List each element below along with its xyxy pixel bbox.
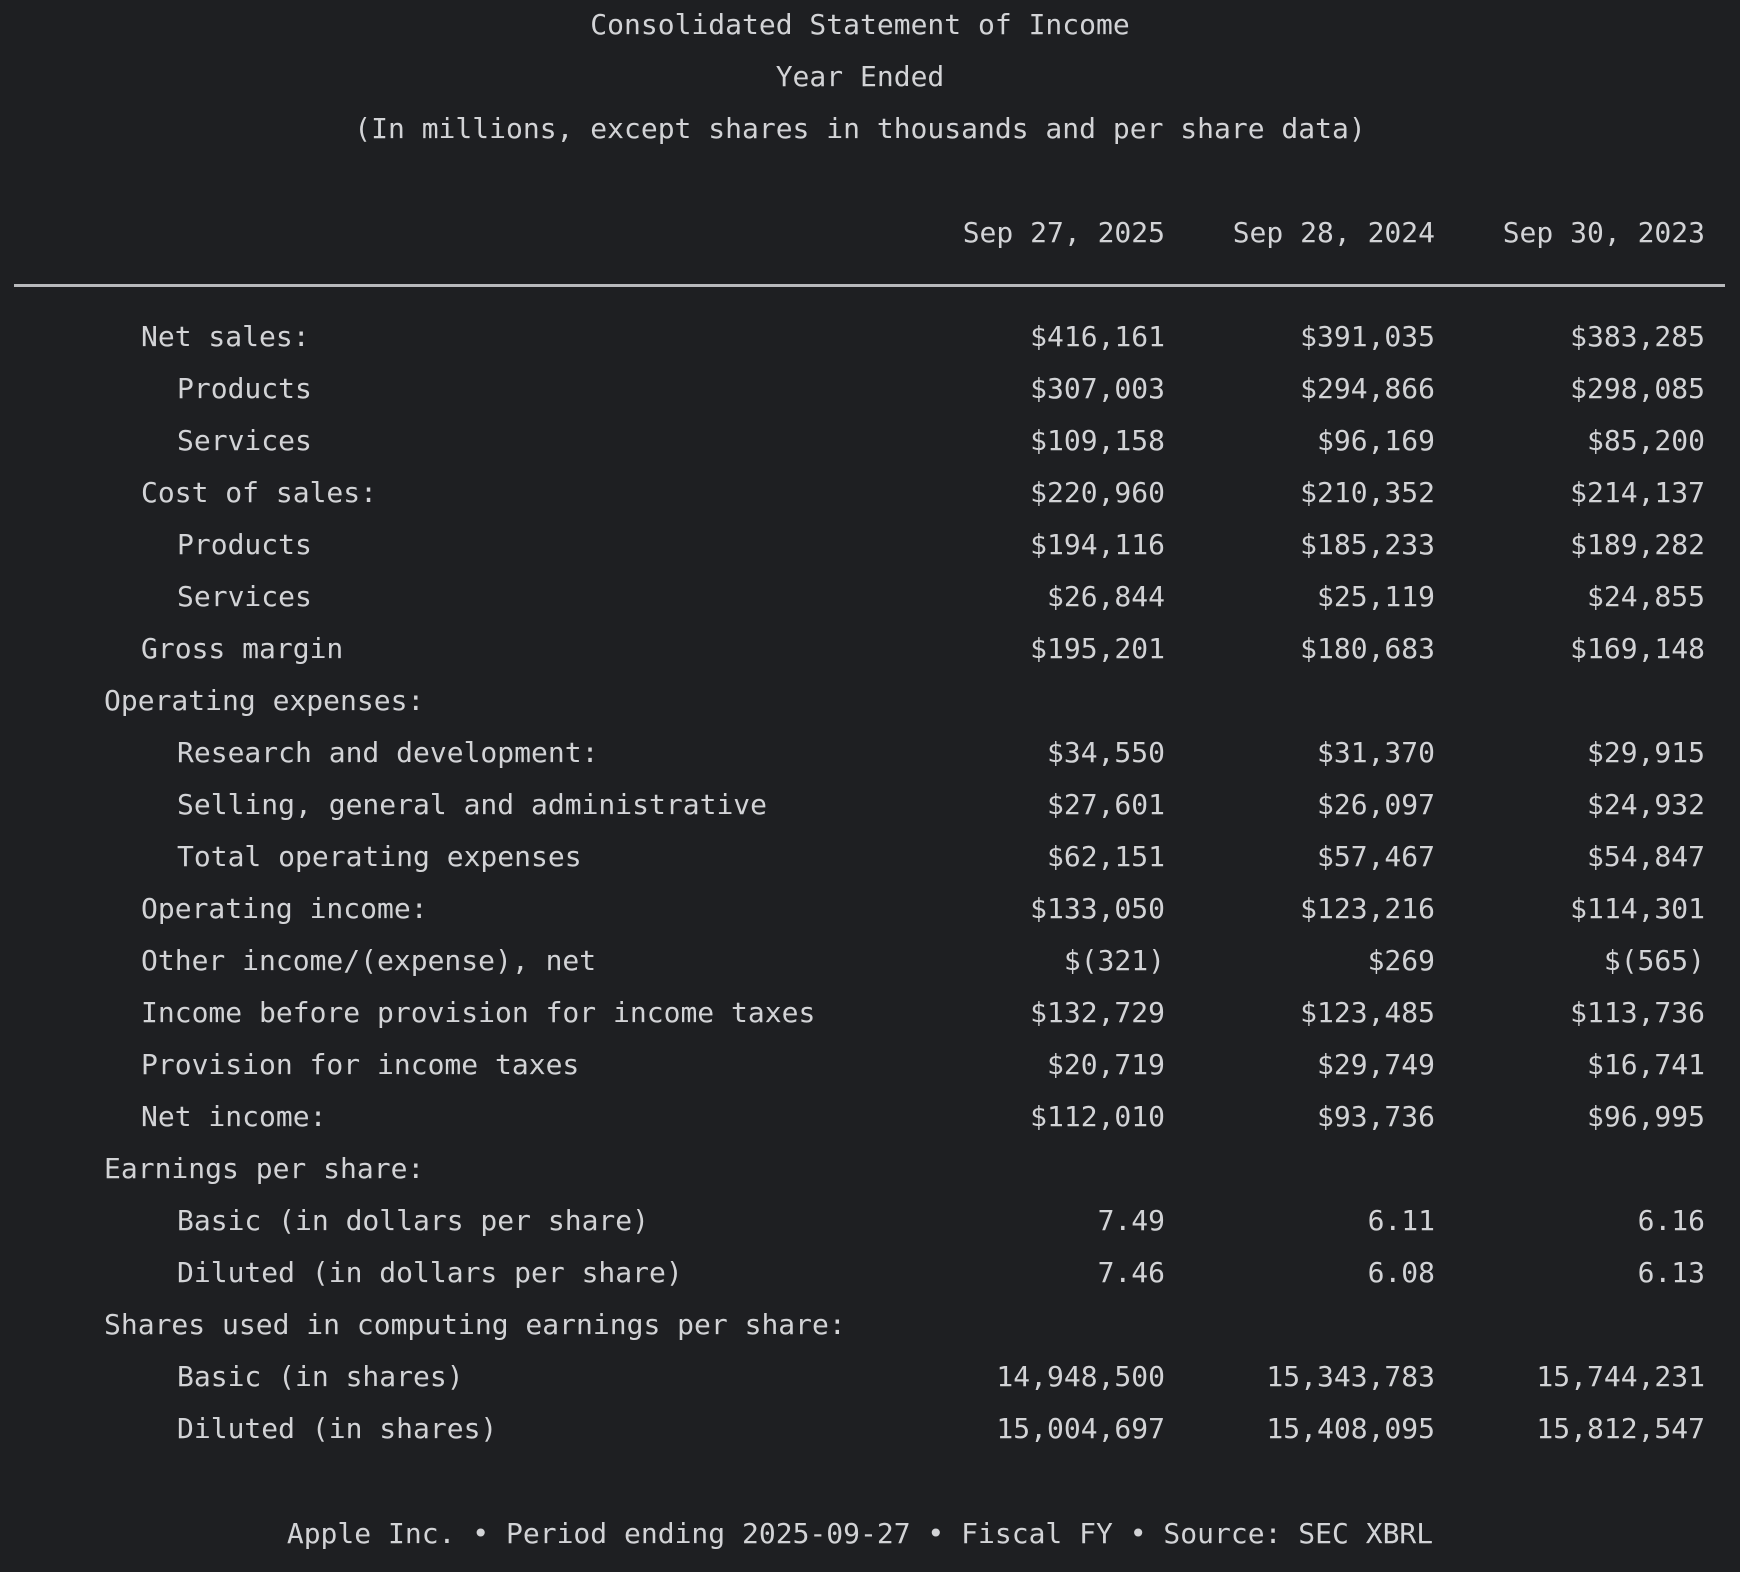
row-value: $294,866 bbox=[1300, 372, 1435, 405]
column-header: Sep 30, 2023 bbox=[1502, 216, 1705, 249]
header-divider bbox=[14, 284, 1725, 287]
row-value: $96,169 bbox=[1316, 424, 1435, 457]
row-value: $54,847 bbox=[1586, 840, 1705, 873]
row-label: Shares used in computing earnings per sh… bbox=[104, 1308, 846, 1341]
row-value: $(565) bbox=[1603, 944, 1705, 977]
row-value: 15,408,095 bbox=[1266, 1412, 1435, 1445]
statement-title: Consolidated Statement of Income bbox=[590, 8, 1130, 41]
row-value: $189,282 bbox=[1570, 528, 1705, 561]
row-label: Cost of sales: bbox=[141, 476, 378, 509]
row-value: $20,719 bbox=[1046, 1048, 1165, 1081]
statement-subtitle: Year Ended bbox=[775, 60, 945, 93]
row-value: $29,749 bbox=[1316, 1048, 1435, 1081]
row-value: 15,744,231 bbox=[1536, 1360, 1705, 1393]
row-label: Selling, general and administrative bbox=[177, 788, 768, 821]
row-value: $185,233 bbox=[1300, 528, 1435, 561]
row-value: $24,932 bbox=[1586, 788, 1705, 821]
row-value: $391,035 bbox=[1300, 320, 1435, 353]
row-value: $383,285 bbox=[1570, 320, 1705, 353]
row-label: Income before provision for income taxes bbox=[141, 996, 816, 1029]
row-value: $26,844 bbox=[1046, 580, 1165, 613]
row-value: $169,148 bbox=[1570, 632, 1705, 665]
row-value: $25,119 bbox=[1316, 580, 1435, 613]
row-value: 15,343,783 bbox=[1266, 1360, 1435, 1393]
row-value: $62,151 bbox=[1046, 840, 1165, 873]
row-value: 7.49 bbox=[1097, 1204, 1165, 1237]
row-label: Basic (in shares) bbox=[177, 1360, 464, 1393]
row-value: $416,161 bbox=[1030, 320, 1165, 353]
row-value: $26,097 bbox=[1316, 788, 1435, 821]
row-value: 6.16 bbox=[1637, 1204, 1705, 1237]
row-value: $210,352 bbox=[1300, 476, 1435, 509]
row-label: Provision for income taxes bbox=[141, 1048, 580, 1081]
row-value: 6.08 bbox=[1367, 1256, 1435, 1289]
row-label: Services bbox=[177, 580, 312, 613]
row-value: $24,855 bbox=[1586, 580, 1705, 613]
row-value: $123,485 bbox=[1300, 996, 1435, 1029]
row-value: $109,158 bbox=[1030, 424, 1165, 457]
row-value: $298,085 bbox=[1570, 372, 1705, 405]
row-label: Net income: bbox=[141, 1100, 327, 1133]
row-value: 7.46 bbox=[1097, 1256, 1165, 1289]
row-label: Research and development: bbox=[177, 736, 599, 769]
units-note: (In millions, except shares in thousands… bbox=[354, 112, 1366, 145]
row-value: 15,004,697 bbox=[996, 1412, 1165, 1445]
row-value: $194,116 bbox=[1030, 528, 1165, 561]
row-value: $16,741 bbox=[1586, 1048, 1705, 1081]
row-value: $133,050 bbox=[1030, 892, 1165, 925]
row-value: $220,960 bbox=[1030, 476, 1165, 509]
row-value: $96,995 bbox=[1586, 1100, 1705, 1133]
row-label: Products bbox=[177, 372, 312, 405]
row-label: Total operating expenses bbox=[177, 840, 582, 873]
row-value: $180,683 bbox=[1300, 632, 1435, 665]
row-value: $269 bbox=[1367, 944, 1435, 977]
row-value: $195,201 bbox=[1030, 632, 1165, 665]
row-value: $93,736 bbox=[1316, 1100, 1435, 1133]
column-header: Sep 28, 2024 bbox=[1232, 216, 1435, 249]
row-value: $31,370 bbox=[1316, 736, 1435, 769]
footer-source: Apple Inc. • Period ending 2025-09-27 • … bbox=[286, 1517, 1434, 1550]
row-label: Services bbox=[177, 424, 312, 457]
row-value: 6.13 bbox=[1637, 1256, 1705, 1289]
row-label: Diluted (in dollars per share) bbox=[177, 1256, 683, 1289]
row-value: $123,216 bbox=[1300, 892, 1435, 925]
row-value: $29,915 bbox=[1586, 736, 1705, 769]
row-value: $114,301 bbox=[1570, 892, 1705, 925]
row-value: 14,948,500 bbox=[996, 1360, 1165, 1393]
row-value: $307,003 bbox=[1030, 372, 1165, 405]
row-value: $57,467 bbox=[1316, 840, 1435, 873]
row-value: $112,010 bbox=[1030, 1100, 1165, 1133]
row-value: $(321) bbox=[1063, 944, 1165, 977]
row-label: Products bbox=[177, 528, 312, 561]
row-value: $113,736 bbox=[1570, 996, 1705, 1029]
row-value: $132,729 bbox=[1030, 996, 1165, 1029]
row-label: Diluted (in shares) bbox=[177, 1412, 498, 1445]
row-value: 6.11 bbox=[1367, 1204, 1435, 1237]
row-label: Gross margin bbox=[141, 632, 344, 665]
row-label: Operating income: bbox=[141, 892, 428, 925]
row-value: 15,812,547 bbox=[1536, 1412, 1705, 1445]
row-label: Earnings per share: bbox=[104, 1152, 425, 1185]
row-value: $27,601 bbox=[1046, 788, 1165, 821]
row-value: $34,550 bbox=[1046, 736, 1165, 769]
row-label: Basic (in dollars per share) bbox=[177, 1204, 650, 1237]
column-header: Sep 27, 2025 bbox=[962, 216, 1165, 249]
row-label: Net sales: bbox=[141, 320, 310, 353]
row-label: Other income/(expense), net bbox=[141, 944, 597, 977]
row-value: $85,200 bbox=[1586, 424, 1705, 457]
row-label: Operating expenses: bbox=[104, 684, 425, 717]
row-value: $214,137 bbox=[1570, 476, 1705, 509]
